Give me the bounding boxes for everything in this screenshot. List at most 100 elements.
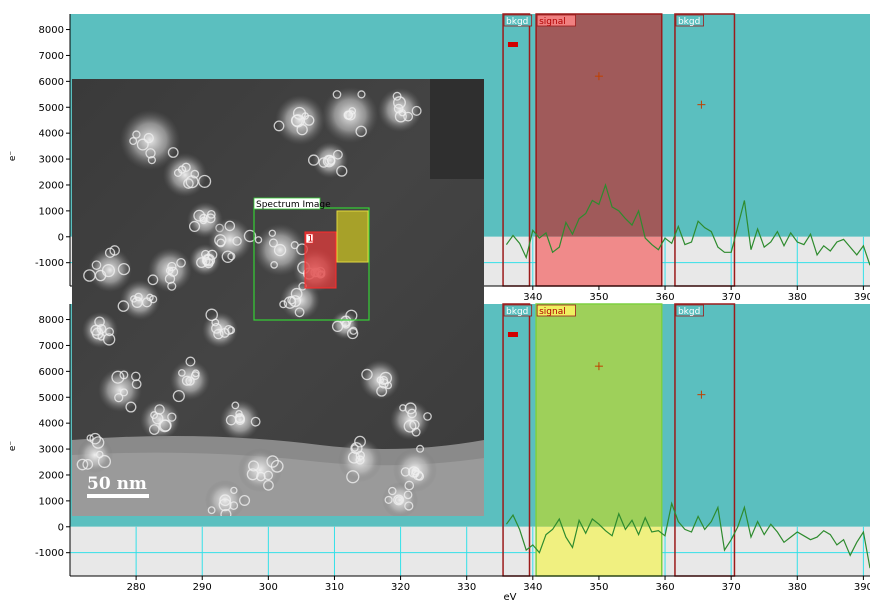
particle-ring: [407, 408, 417, 419]
particle-ring: [211, 322, 222, 334]
spectrum-line: [505, 183, 870, 266]
particle-ring: [132, 130, 141, 139]
region-label-box: [536, 14, 576, 27]
particle-ring: [190, 169, 200, 179]
particle-ring: [354, 435, 366, 448]
x-tick-label: 350: [589, 292, 608, 303]
y-tick-label: 3000: [39, 445, 64, 456]
particle-ring: [131, 379, 142, 390]
particle-cluster: [254, 224, 306, 276]
particle-cluster: [220, 400, 260, 440]
particle-ring: [193, 209, 206, 222]
particle-ring: [97, 454, 112, 469]
particle-ring: [345, 110, 356, 121]
particle-ring: [111, 370, 125, 384]
particle-ring: [225, 414, 237, 426]
particle-ring: [290, 114, 303, 127]
scale-bar: 50 nm: [87, 474, 149, 498]
particle-ring: [105, 327, 114, 337]
y-tick-label: 7000: [39, 51, 64, 62]
particle-ring: [176, 257, 186, 268]
particle-ring: [146, 293, 154, 302]
particle-ring: [232, 236, 242, 246]
particle-ring: [250, 416, 261, 427]
region-label-bkgd: bkgd: [675, 14, 704, 27]
x-tick-label: 360: [655, 582, 674, 593]
particle-ring: [231, 401, 240, 410]
particle-ring: [185, 356, 196, 367]
particle-ring: [224, 220, 236, 232]
particle-ring: [114, 393, 124, 403]
signal-region-fill: [536, 304, 662, 527]
y-tick-label: 5000: [39, 393, 64, 404]
particle-ring: [355, 125, 367, 138]
particle-ring: [172, 389, 185, 403]
particle-ring: [289, 295, 302, 308]
particle-ring: [346, 327, 359, 340]
particle-cluster: [163, 153, 207, 197]
particle-ring: [379, 371, 393, 385]
y-tick-label: 8000: [39, 25, 64, 36]
particle-ring: [268, 238, 278, 248]
particle-ring: [158, 419, 172, 433]
region-label-text: bkgd: [506, 307, 528, 317]
particle-ring: [150, 411, 158, 420]
particle-ring: [229, 501, 239, 510]
particle-ring: [167, 266, 179, 277]
particle-ring: [351, 444, 359, 452]
background-roi-box[interactable]: [336, 210, 369, 263]
particle-ring: [167, 412, 177, 422]
particle-ring: [404, 402, 417, 415]
y-tick-label: 7000: [39, 341, 64, 352]
y-axis-label: e⁻: [8, 441, 18, 452]
particle-ring: [129, 137, 138, 146]
particle-ring: [89, 432, 101, 445]
particle-ring: [256, 471, 266, 482]
particle-ring: [394, 110, 407, 123]
particle-ring: [91, 260, 102, 270]
particle-cluster: [275, 95, 325, 145]
particle-ring: [188, 220, 201, 233]
particle-ring: [235, 409, 243, 418]
spectrum-image-roi[interactable]: Spectrum Image: [253, 197, 370, 321]
particle-ring: [243, 229, 257, 243]
particle-ring: [220, 508, 232, 516]
particle-ring: [263, 470, 274, 481]
particle-cluster: [331, 311, 359, 339]
particle-cluster: [238, 448, 282, 492]
x-tick-label: 330: [457, 582, 476, 593]
particle-ring: [393, 96, 406, 110]
particle-ring: [331, 320, 344, 333]
particle-ring: [76, 458, 89, 471]
signal-roi-box[interactable]: 1: [304, 231, 337, 289]
x-tick-label: 380: [788, 292, 807, 303]
particle-ring: [270, 261, 278, 269]
roi-label: Spectrum Image: [256, 200, 331, 210]
particle-ring: [404, 501, 414, 511]
particle-ring: [102, 333, 116, 346]
signal-region-fill: [536, 14, 662, 237]
particle-ring: [263, 479, 274, 491]
particle-ring: [205, 213, 216, 224]
particle-ring: [324, 155, 336, 166]
particle-ring: [388, 486, 397, 496]
particle-ring: [346, 470, 360, 484]
particle-ring: [213, 328, 224, 340]
x-tick-label: 370: [722, 292, 741, 303]
region-label-bkgd: bkgd: [675, 304, 704, 317]
particle-ring: [219, 494, 232, 507]
particle-ring: [147, 274, 159, 286]
particle-ring: [266, 455, 279, 468]
particle-cluster: [205, 480, 245, 516]
y-tick-label: 0: [58, 522, 64, 533]
particle-ring: [239, 494, 251, 506]
particle-ring: [214, 234, 227, 247]
particle-ring: [270, 459, 284, 473]
particle-cluster: [312, 142, 348, 178]
particle-ring: [125, 401, 137, 413]
y-tick-label: 4000: [39, 419, 64, 430]
particle-ring: [301, 112, 309, 120]
signal-region-lower-fill: [536, 526, 662, 576]
particle-ring: [400, 467, 411, 477]
particle-ring: [199, 213, 208, 223]
